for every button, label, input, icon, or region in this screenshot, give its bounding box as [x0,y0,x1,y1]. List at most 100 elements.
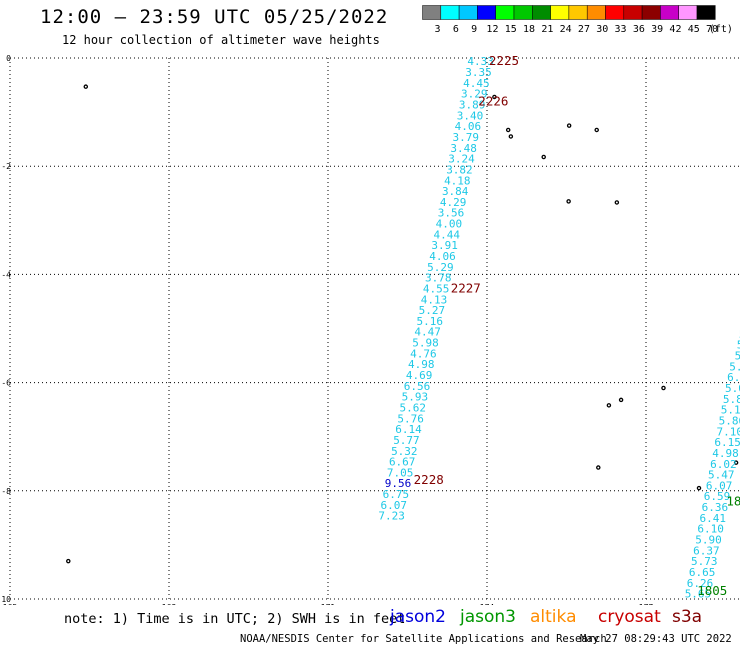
footer-timestamp: May 27 08:29:43 UTC 2022 [580,633,732,645]
colorbar-bin: 42 [660,5,681,35]
time-label: 2227 [451,280,481,295]
lat-tick-label: -10 [0,595,11,604]
wave-height-value: 5.93 [402,391,429,404]
legend-jason2: jason2 [390,607,446,627]
wave-height-value: 5.32 [391,445,418,458]
wave-height-value: 5.19 [721,404,740,417]
footer-credit: NOAA/NESDIS Center for Satellite Applica… [240,633,607,645]
time-label: 2226 [478,93,508,108]
legend-note: note: 1) Time is in UTC; 2) SWH is in fe… [64,611,406,627]
wave-height-value: 5.87 [723,393,740,406]
colorbar-label: 27 [578,24,590,35]
wave-height-value: 5.90 [695,533,722,546]
island-outline [505,127,511,133]
colorbar-label: 30 [596,24,608,35]
wave-height-value: 5.86 [719,414,740,427]
legend-cryosat: cryosat [598,607,661,627]
colorbar-bin: 9 [458,5,478,35]
lat-tick-label: -8 [1,487,11,496]
wave-height-value: 5.1 [735,350,740,363]
map-grid [9,57,740,600]
island-outline [661,385,666,391]
wave-height-value: 3.78 [425,272,452,285]
legend-s3a: s3a [672,607,703,627]
colorbar-label: 21 [541,24,553,35]
island-outline [618,397,624,403]
lon-tick-label: 168 [162,603,177,605]
wave-height-value: 6.07 [380,499,407,512]
wave-height-value: 6.41 [700,512,727,525]
colorbar-label: 18 [523,24,535,35]
wave-height-value: 7.05 [387,466,414,479]
lon-tick-label: 165 [3,603,18,605]
wave-height-value: 6.15 [714,436,740,449]
island-outline [696,485,702,491]
wave-height-value: 6.10 [697,523,724,536]
time-label: 2225 [489,53,519,68]
colorbar-bin: 18 [513,5,535,35]
wave-height-value: 4.69 [406,369,433,382]
wave-height-value: 6.56 [404,380,431,393]
colorbar-label: 70 [706,24,718,35]
island-outline [606,403,612,408]
island-outline [733,460,739,465]
colorbar-label: 12 [486,24,498,35]
wave-height-value: 4.98 [712,447,739,460]
colorbar-label: 39 [651,24,663,35]
track-cryosat: 4.333.354.453.293.893.404.063.793.483.24… [378,55,494,522]
wave-height-value: 5.62 [400,401,427,414]
wave-height-value: 4.18 [444,174,471,187]
island-outline [566,123,572,128]
wave-height-value: 5.76 [397,412,424,425]
wave-height-value: 5.06 [725,382,740,395]
wave-height-value: 6.20 [727,371,740,384]
wave-height-value: 4.44 [433,228,460,241]
lat-tick-label: 0 [6,54,11,63]
time-label: 1806 [726,494,740,509]
wave-height-value: 4.29 [440,196,467,209]
wave-height-value: 6.14 [395,423,422,436]
lat-tick-label: -2 [1,162,11,171]
island-outline [66,558,71,564]
wave-height-value: 4.06 [429,250,456,263]
wave-height-value: 5.16 [417,315,444,328]
wave-height-value: 7.23 [378,510,405,523]
island-outline [566,199,571,204]
wave-height-value: 3.29 [461,88,488,101]
wave-height-value: 7.10 [716,425,740,438]
wave-height-value: 3.91 [431,239,458,252]
wave-height-value: 5.77 [393,434,420,447]
wave-height-value: 4.76 [410,347,437,360]
wave-height-value: 4.00 [436,218,463,231]
wave-height-value: 4.45 [463,77,490,90]
colorbar-unit: (ft) [709,24,733,35]
wave-height-value: 3.82 [446,163,473,176]
wave-height-value: 6.02 [710,458,737,471]
island-outline [492,94,497,100]
wave-height-value: 5.9 [739,328,740,341]
wave-height-value: 6.07 [706,479,733,492]
colorbar-label: 6 [453,24,459,35]
lat-tick-label: -4 [1,270,11,279]
wave-height-value: 4.47 [414,326,441,339]
lon-tick-label: 174 [480,603,495,605]
colorbar-label: 15 [505,24,517,35]
colorbar-label: 45 [688,24,700,35]
wave-height-value: 6.65 [689,566,716,579]
wave-height-value: 3.35 [465,66,492,79]
island-outline [614,200,620,205]
legend-altika: altika [530,607,577,627]
colorbar-label: 36 [633,24,645,35]
wave-height-value: 5.65 [685,588,712,601]
time-label: 2228 [414,472,444,487]
island-outline [594,127,599,133]
colorbar-label: 3 [435,24,441,35]
colorbar-label: 42 [669,24,681,35]
colorbar-label: 33 [615,24,627,35]
wave-height-value: 6.36 [702,501,729,514]
wave-height-value: 5.98 [412,337,439,350]
wave-height-value: 6.67 [389,456,416,469]
island-outline [83,84,89,89]
wave-height-value: 5.60 [729,360,740,373]
wave-height-value: 4.98 [408,358,435,371]
